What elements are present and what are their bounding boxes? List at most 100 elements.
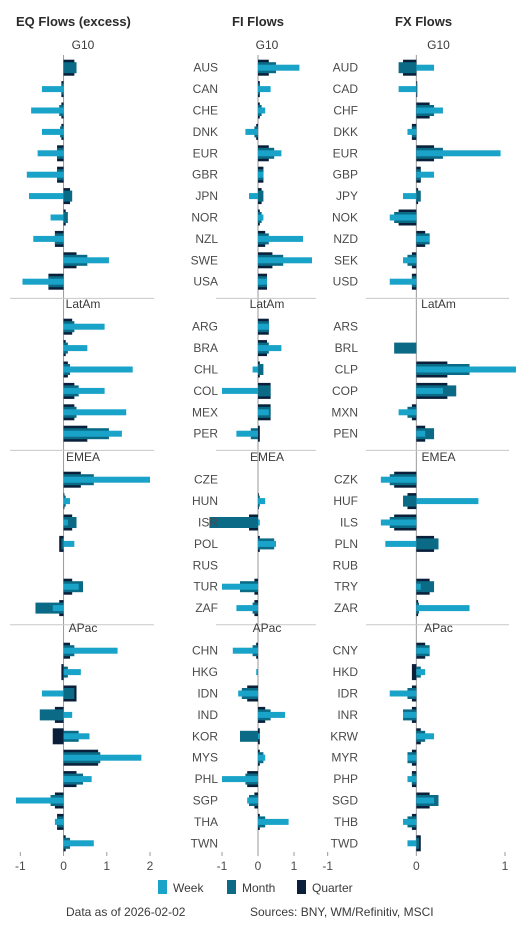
legend-month: Month bbox=[227, 880, 275, 896]
fx-tick-label-0: -1 bbox=[322, 859, 333, 873]
eq-bar-week-apac-7 bbox=[16, 797, 64, 804]
fx-bar-week-emea-6 bbox=[416, 605, 470, 612]
eq-bar-week-emea-6 bbox=[52, 605, 64, 612]
eq-group-title-latam: LatAm bbox=[66, 297, 101, 311]
fi-bar-week-g10-1 bbox=[258, 86, 271, 93]
legend-quarter: Quarter bbox=[297, 880, 353, 896]
fx-bar-week-g10-6 bbox=[403, 193, 417, 200]
fx-currency-label-myr: MYR bbox=[331, 751, 358, 765]
fi-bar-week-apac-6 bbox=[222, 776, 258, 783]
fi-country-label-hkg: HKG bbox=[192, 665, 218, 679]
fi-country-label-kor: KOR bbox=[192, 729, 218, 743]
fx-tick-label-1: 0 bbox=[413, 859, 420, 873]
fi-bar-quarter-latam-5 bbox=[258, 425, 260, 442]
fx-bar-week-apac-6 bbox=[407, 776, 417, 783]
fi-country-label-col: COL bbox=[193, 384, 218, 398]
fx-currency-label-chf: CHF bbox=[333, 104, 358, 118]
fi-bar-week-g10-2 bbox=[258, 107, 266, 114]
fx-currency-label-dkk: DKK bbox=[333, 125, 358, 139]
fx-bar-week-g10-0 bbox=[416, 64, 435, 71]
fx-currency-label-rub: RUB bbox=[333, 558, 358, 572]
fi-bar-week-g10-3 bbox=[245, 128, 258, 135]
fi-bar-week-emea-3 bbox=[258, 540, 276, 547]
legend-week: Week bbox=[158, 880, 203, 896]
fx-currency-label-pln: PLN bbox=[335, 537, 358, 551]
eq-bar-week-latam-0 bbox=[63, 323, 105, 330]
fx-currency-label-nzd: NZD bbox=[333, 232, 358, 246]
fi-bar-month-latam-2 bbox=[258, 364, 264, 375]
fx-bar-month-emea-3 bbox=[416, 538, 439, 550]
fx-currency-label-sgd: SGD bbox=[332, 794, 358, 808]
fx-bar-month-emea-1 bbox=[403, 495, 417, 507]
eq-bar-month-apac-3 bbox=[39, 709, 64, 721]
fi-bar-week-emea-1 bbox=[258, 498, 266, 505]
fx-currency-label-gbp: GBP bbox=[333, 168, 358, 182]
fx-currency-label-pen: PEN bbox=[333, 427, 358, 441]
fi-country-label-hun: HUN bbox=[192, 494, 218, 508]
eq-bar-month-g10-7 bbox=[63, 212, 68, 223]
fx-currency-label-idr: IDR bbox=[337, 687, 358, 701]
fx-bar-month-latam-1 bbox=[394, 342, 417, 354]
eq-bar-week-latam-5 bbox=[63, 430, 122, 437]
fx-group-title-apac: APac bbox=[424, 621, 453, 635]
fx-bar-week-g10-10 bbox=[389, 278, 417, 285]
fx-bar-week-g10-5 bbox=[416, 171, 435, 178]
fi-country-label-ind: IND bbox=[197, 708, 218, 722]
eq-bar-week-g10-9 bbox=[63, 257, 109, 264]
fx-currency-label-jpy: JPY bbox=[336, 189, 358, 203]
fx-currency-label-brl: BRL bbox=[335, 341, 359, 355]
fx-bar-week-g10-1 bbox=[398, 86, 417, 93]
eq-bar-quarter-apac-1 bbox=[61, 664, 64, 681]
fi-country-label-cze: CZE bbox=[194, 473, 218, 487]
eq-bar-week-emea-3 bbox=[63, 540, 75, 547]
eq-bar-week-apac-2 bbox=[41, 690, 64, 697]
eq-bar-month-emea-2 bbox=[63, 517, 77, 528]
fx-bar-week-apac-5 bbox=[407, 754, 417, 761]
fi-country-label-mys: MYS bbox=[192, 751, 218, 765]
eq-bar-week-apac-3 bbox=[63, 711, 73, 718]
fx-group-title-emea: EMEA bbox=[421, 450, 455, 464]
fx-currency-label-eur: EUR bbox=[333, 146, 359, 160]
fi-panel-title: FI Flows bbox=[232, 14, 284, 29]
fi-country-label-dnk: DNK bbox=[193, 125, 218, 139]
fx-currency-label-zar: ZAR bbox=[334, 601, 358, 615]
fi-bar-week-apac-4 bbox=[258, 733, 260, 740]
eq-bar-quarter-apac-4 bbox=[52, 728, 64, 745]
fx-currency-label-try: TRY bbox=[334, 580, 358, 594]
eq-bar-week-emea-0 bbox=[63, 476, 150, 483]
eq-bar-week-apac-5 bbox=[63, 754, 142, 761]
fi-bar-month-latam-3 bbox=[258, 385, 271, 397]
fx-bar-week-emea-2 bbox=[380, 519, 417, 526]
fi-bar-week-apac-8 bbox=[258, 818, 289, 825]
fx-currency-label-czk: CZK bbox=[334, 473, 358, 487]
fi-country-label-mex: MEX bbox=[192, 405, 218, 419]
fi-country-label-aus: AUS bbox=[193, 61, 218, 75]
fi-country-label-nor: NOR bbox=[191, 211, 218, 225]
fi-country-label-eur: EUR bbox=[193, 146, 219, 160]
fx-bar-week-apac-3 bbox=[403, 711, 417, 718]
eq-tick-label-0: -1 bbox=[15, 859, 26, 873]
fi-country-label-arg: ARG bbox=[192, 320, 218, 334]
fi-bar-week-apac-0 bbox=[232, 647, 258, 654]
fi-country-label-swe: SWE bbox=[191, 253, 218, 267]
fi-bar-week-emea-5 bbox=[222, 583, 258, 590]
fi-group-title-g10: G10 bbox=[256, 38, 279, 52]
eq-bar-week-apac-6 bbox=[63, 776, 92, 783]
eq-bar-month-g10-0 bbox=[63, 62, 77, 74]
fi-bar-week-g10-10 bbox=[258, 278, 267, 285]
sources-note: Sources: BNY, WM/Refinitiv, MSCI bbox=[250, 905, 434, 919]
fi-country-label-che: CHE bbox=[193, 104, 218, 118]
legend-month-swatch bbox=[227, 880, 236, 894]
eq-bar-week-latam-3 bbox=[63, 387, 105, 394]
eq-panel-title: EQ Flows (excess) bbox=[16, 14, 131, 29]
fi-bar-week-emea-6 bbox=[236, 605, 258, 612]
fi-country-label-phl: PHL bbox=[195, 772, 219, 786]
fx-bar-month-apac-9 bbox=[416, 837, 419, 849]
fi-bar-week-latam-2 bbox=[252, 366, 258, 373]
legend-week-swatch bbox=[158, 880, 167, 894]
eq-bar-week-latam-2 bbox=[63, 366, 133, 373]
legend-quarter-label: Quarter bbox=[312, 881, 353, 895]
eq-bar-week-g10-3 bbox=[41, 128, 64, 135]
fi-country-label-twn: TWN bbox=[191, 836, 218, 850]
fi-bar-week-apac-3 bbox=[258, 711, 285, 718]
